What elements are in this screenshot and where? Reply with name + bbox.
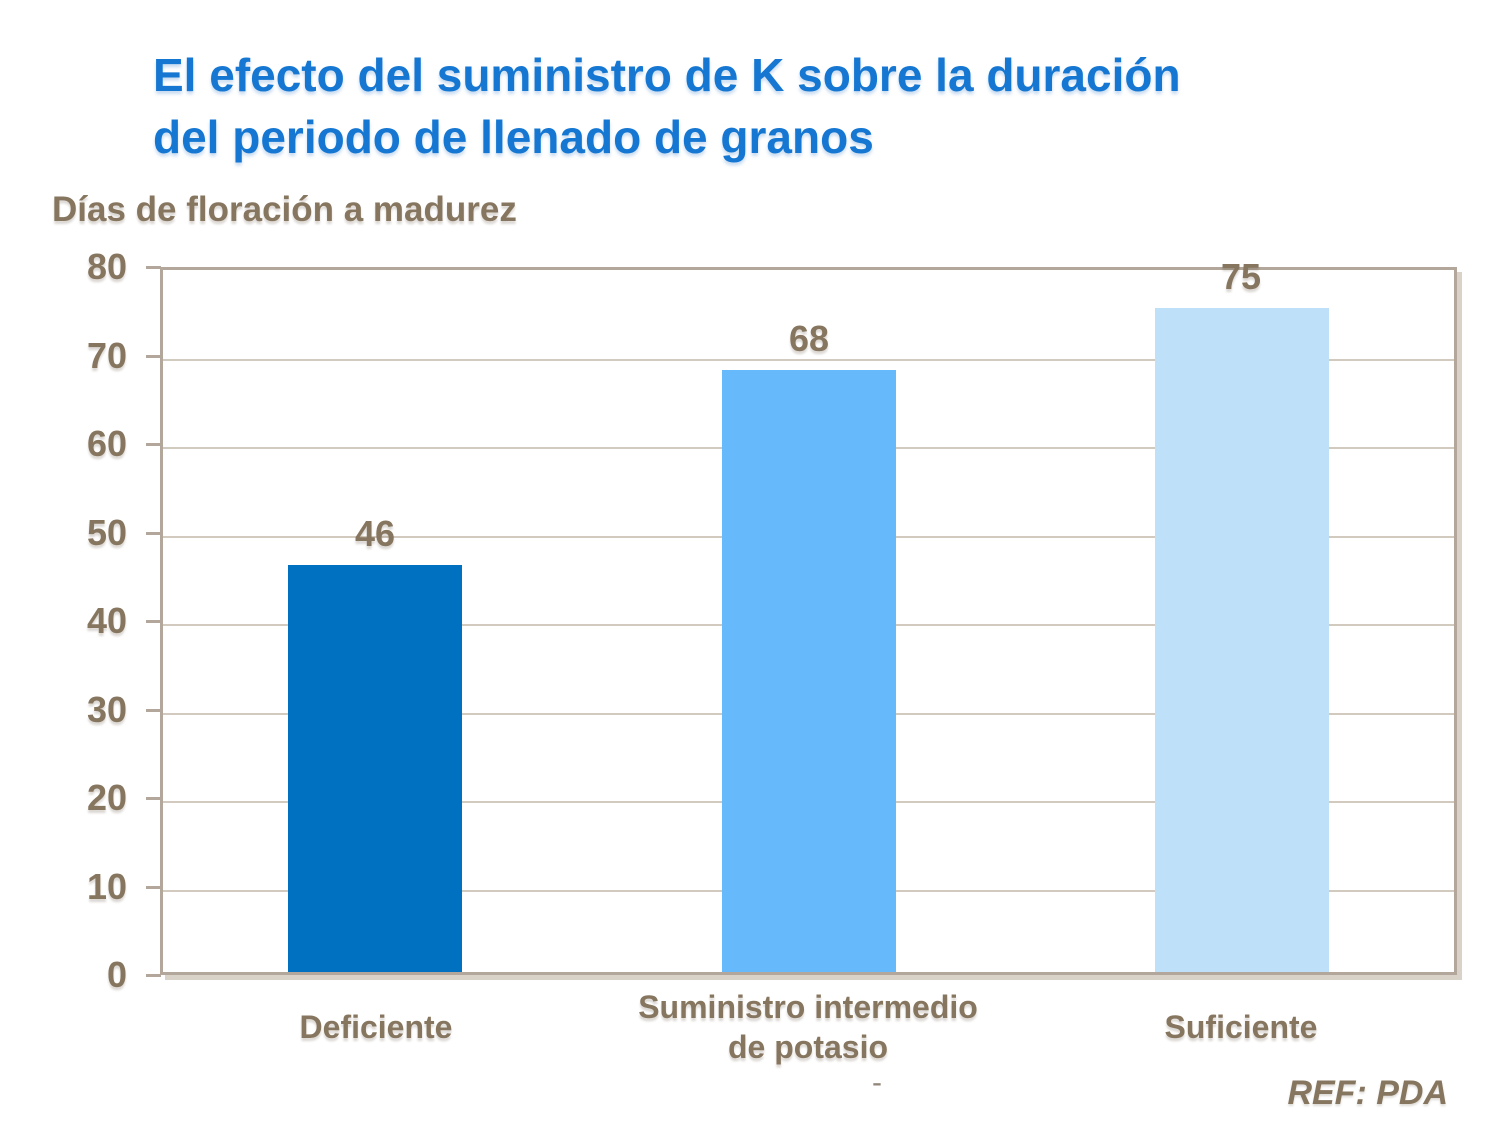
y-tick-mark — [146, 354, 161, 358]
y-tick-label: 0 — [106, 954, 127, 995]
stray-dash-text: - — [872, 1066, 882, 1099]
y-tick-label: 20 — [86, 777, 127, 818]
y-tick-label: 70 — [86, 334, 127, 376]
y-tick-mark — [146, 974, 161, 977]
bar — [288, 564, 462, 972]
category-label: Suministro intermedio de potasio — [588, 984, 1028, 1070]
y-tick-mark — [146, 708, 161, 712]
y-tick-mark — [146, 620, 161, 623]
y-tick-label: 40 — [86, 600, 127, 641]
category-label-line: Deficiente — [299, 1009, 453, 1045]
y-tick-mark — [146, 797, 161, 800]
category-label-line: Suficiente — [1164, 1009, 1318, 1045]
y-tick-mark — [146, 531, 161, 535]
chart-title-line-2: del periodo de llenado de granos — [153, 111, 874, 163]
y-tick-label: 80 — [86, 246, 127, 287]
ref-source-label: REF: PDA — [1287, 1074, 1448, 1112]
y-tick-label: 50 — [86, 511, 127, 553]
y-tick-label: 60 — [86, 423, 127, 464]
bar — [1155, 308, 1329, 972]
y-tick-label: 30 — [86, 688, 127, 730]
bar-value-label: 68 — [788, 318, 830, 360]
y-axis-title: Días de floración a madurez — [52, 190, 517, 229]
category-label-line: de potasio — [727, 1029, 888, 1065]
bar-value-label: 75 — [1220, 256, 1262, 298]
bar — [722, 370, 896, 972]
chart-title-line-1: El efecto del suministro de K sobre la d… — [153, 49, 1181, 101]
y-tick-label: 10 — [86, 865, 127, 907]
y-tick-mark — [146, 885, 161, 889]
plot-area — [160, 267, 1457, 975]
category-label: Suficiente — [1021, 984, 1461, 1070]
y-tick-mark — [146, 443, 161, 446]
chart-title: El efecto del suministro de K sobre la d… — [153, 44, 1373, 168]
y-tick-mark — [146, 266, 161, 269]
bar-value-label: 46 — [354, 512, 396, 554]
gridline — [163, 358, 1454, 361]
category-label-line: Suministro intermedio — [638, 989, 978, 1025]
category-label: Deficiente — [156, 984, 596, 1070]
